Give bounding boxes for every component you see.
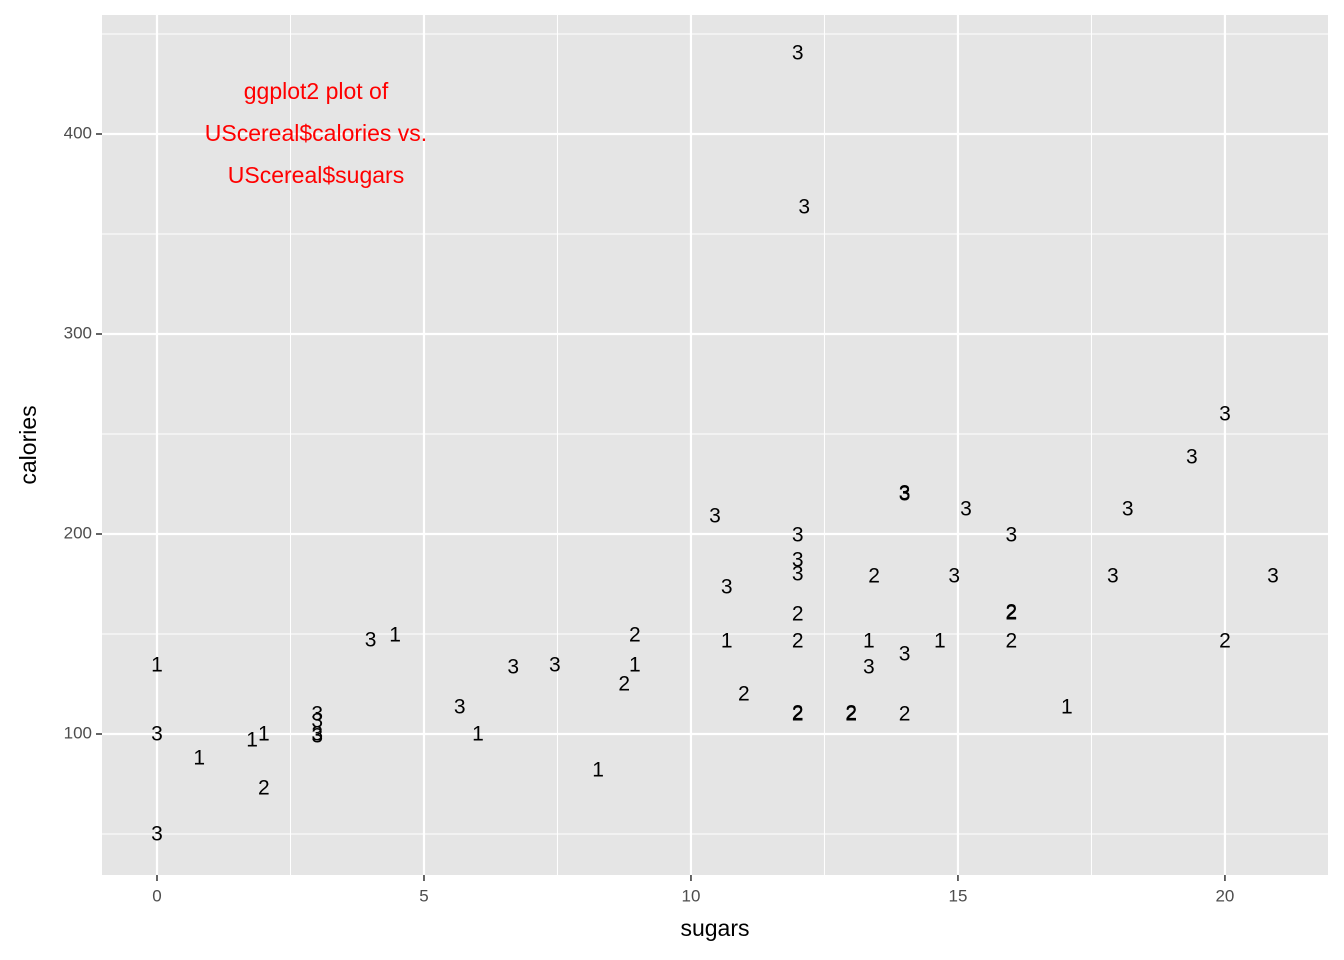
point-label: 1 (1061, 696, 1073, 719)
point-label: 3 (792, 563, 804, 586)
y-tick-label: 100 (64, 723, 92, 742)
point-label: 1 (592, 759, 604, 782)
point-label: 2 (258, 777, 270, 800)
point-label: 3 (792, 42, 804, 65)
point-label: 3 (798, 196, 810, 219)
y-tick-label: 200 (64, 523, 92, 542)
annotation: UScereal$sugars (228, 162, 404, 188)
point-label: 3 (1267, 565, 1279, 588)
point-label: 3 (899, 643, 911, 666)
point-label: 3 (721, 576, 733, 599)
point-label: 3 (1107, 565, 1119, 588)
point-label: 3 (151, 823, 163, 846)
point-label: 3 (709, 505, 721, 528)
x-tick-label: 10 (682, 886, 701, 905)
point-label: 2 (792, 630, 804, 653)
point-label: 2 (618, 673, 630, 696)
point-label: 1 (246, 729, 258, 752)
point-label: 3 (792, 524, 804, 547)
point-label: 3 (1219, 403, 1231, 426)
point-label: 2 (1006, 602, 1018, 625)
x-tick-label: 20 (1215, 886, 1234, 905)
point-label: 1 (193, 747, 205, 770)
point-label: 3 (899, 482, 911, 505)
point-label: 2 (899, 703, 911, 726)
point-label: 3 (365, 629, 377, 652)
point-label: 1 (863, 630, 875, 653)
point-label: 3 (507, 656, 519, 679)
point-label: 1 (472, 723, 484, 746)
point-label: 2 (845, 702, 857, 725)
point-label: 3 (960, 498, 972, 521)
point-label: 3 (1122, 498, 1134, 521)
y-tick-label: 400 (64, 123, 92, 142)
point-label: 2 (845, 703, 857, 726)
point-label: 3 (454, 696, 466, 719)
point-label: 3 (863, 656, 875, 679)
point-label: 3 (1006, 524, 1018, 547)
point-label: 2 (738, 683, 750, 706)
point-label: 2 (868, 565, 880, 588)
point-label: 2 (792, 702, 804, 725)
x-tick-label: 5 (419, 886, 428, 905)
point-label: 1 (721, 630, 733, 653)
point-label: 1 (151, 654, 163, 677)
point-label: 3 (311, 703, 323, 726)
point-label: 3 (1186, 446, 1198, 469)
point-label: 3 (311, 710, 323, 733)
point-label: 2 (1006, 630, 1018, 653)
point-label: 1 (629, 654, 641, 677)
point-label: 1 (258, 723, 270, 746)
x-axis-title: sugars (680, 915, 749, 941)
annotation: UScereal$calories vs. (205, 120, 427, 146)
y-axis-title: calories (15, 405, 41, 484)
point-label: 3 (311, 725, 323, 748)
point-label: 2 (1006, 601, 1018, 624)
point-label: 3 (792, 549, 804, 572)
x-tick-label: 0 (152, 886, 161, 905)
point-label: 2 (1219, 630, 1231, 653)
point-label: 2 (629, 624, 641, 647)
point-label: 2 (792, 603, 804, 626)
point-label: 2 (792, 703, 804, 726)
point-label: 1 (934, 630, 946, 653)
y-tick-label: 300 (64, 323, 92, 342)
point-label: 3 (549, 654, 561, 677)
point-label: 1 (389, 624, 401, 647)
point-label: 3 (311, 723, 323, 746)
annotation: ggplot2 plot of (244, 78, 389, 104)
x-tick-label: 15 (948, 886, 967, 905)
panel (102, 15, 1328, 875)
point-label: 3 (151, 723, 163, 746)
point-label: 3 (899, 483, 911, 506)
point-label: 3 (948, 565, 960, 588)
